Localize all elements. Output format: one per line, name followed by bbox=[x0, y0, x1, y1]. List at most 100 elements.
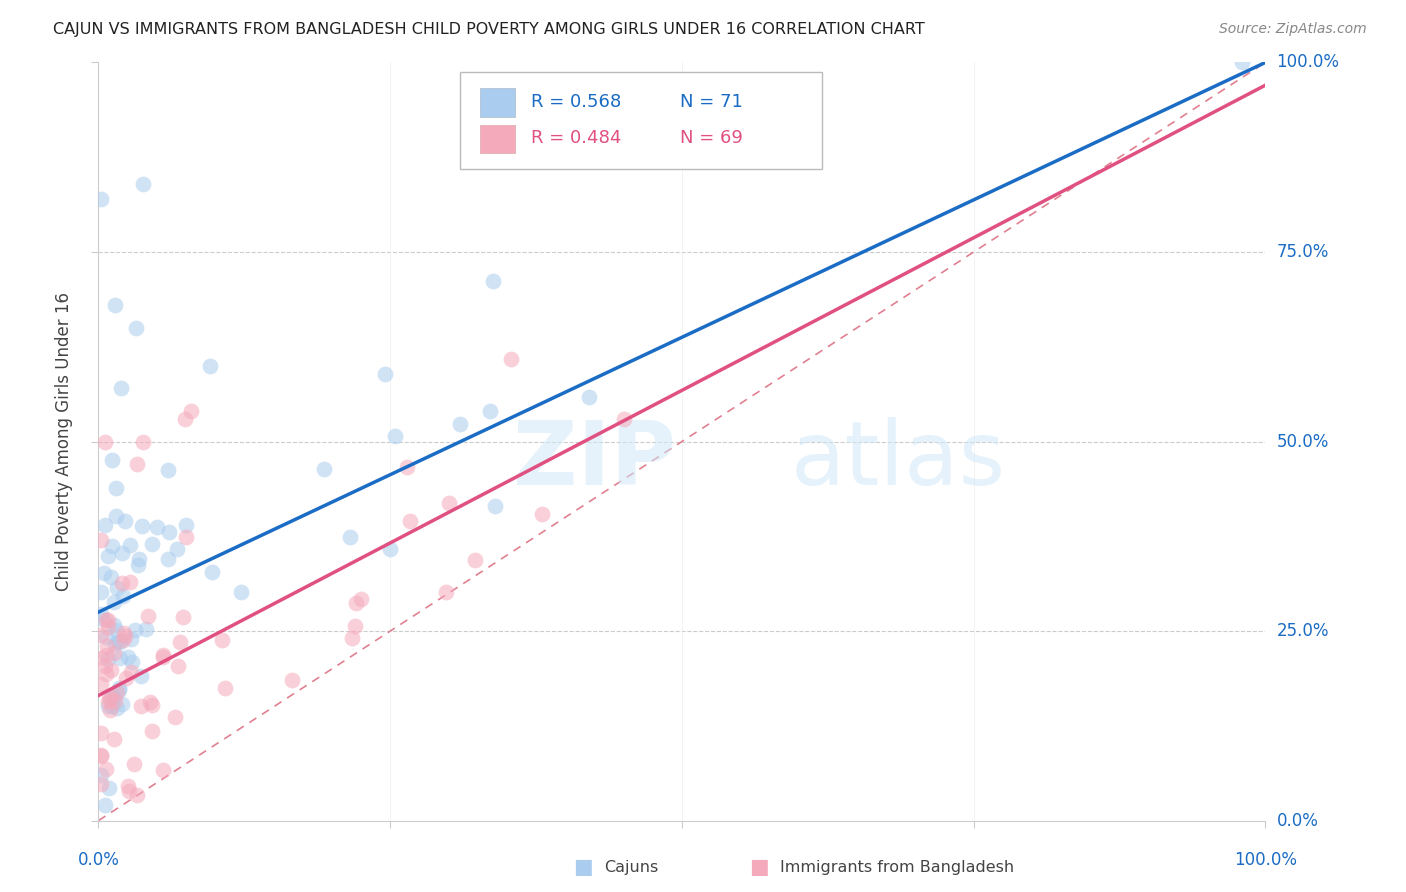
Point bbox=[117, 779, 139, 793]
FancyBboxPatch shape bbox=[460, 71, 823, 169]
Point bbox=[104, 298, 127, 312]
Text: CAJUN VS IMMIGRANTS FROM BANGLADESH CHILD POVERTY AMONG GIRLS UNDER 16 CORRELATI: CAJUN VS IMMIGRANTS FROM BANGLADESH CHIL… bbox=[53, 22, 925, 37]
Point bbox=[157, 524, 180, 539]
Point bbox=[131, 177, 153, 191]
Point bbox=[180, 404, 202, 418]
Point bbox=[122, 757, 145, 772]
Point bbox=[111, 576, 134, 591]
Point bbox=[94, 798, 117, 813]
Point bbox=[350, 591, 373, 606]
Point bbox=[163, 710, 186, 724]
Point bbox=[384, 429, 406, 443]
Point bbox=[90, 776, 112, 790]
Text: R = 0.484: R = 0.484 bbox=[531, 129, 621, 147]
Point bbox=[103, 595, 125, 609]
Point bbox=[100, 663, 122, 677]
Point bbox=[104, 694, 127, 708]
Point bbox=[135, 622, 157, 636]
Point bbox=[1230, 55, 1253, 70]
Point bbox=[211, 633, 233, 648]
Point bbox=[131, 519, 153, 533]
Point bbox=[396, 460, 419, 475]
Point bbox=[464, 553, 486, 567]
Point bbox=[152, 763, 174, 777]
Point bbox=[101, 698, 124, 713]
Point bbox=[340, 631, 363, 645]
Y-axis label: Child Poverty Among Girls Under 16: Child Poverty Among Girls Under 16 bbox=[55, 292, 73, 591]
Text: 100.0%: 100.0% bbox=[1277, 54, 1340, 71]
Point bbox=[90, 192, 112, 206]
Point bbox=[312, 462, 335, 476]
Point bbox=[117, 650, 139, 665]
Point bbox=[105, 623, 128, 637]
Text: ZIP: ZIP bbox=[513, 417, 676, 504]
Point bbox=[111, 698, 134, 712]
Point bbox=[156, 551, 179, 566]
Point bbox=[174, 530, 197, 544]
Point bbox=[118, 784, 141, 798]
Point bbox=[90, 607, 112, 622]
Point bbox=[131, 698, 153, 713]
Text: 0.0%: 0.0% bbox=[1277, 812, 1319, 830]
Point bbox=[90, 677, 112, 691]
Point bbox=[93, 658, 115, 673]
Point bbox=[94, 517, 117, 532]
Point bbox=[98, 689, 121, 703]
Point bbox=[530, 508, 553, 522]
Point bbox=[127, 558, 149, 572]
Point bbox=[96, 695, 118, 709]
Point bbox=[114, 629, 136, 643]
Point bbox=[105, 581, 128, 595]
Point bbox=[110, 546, 132, 560]
Point bbox=[94, 762, 117, 776]
Point bbox=[104, 637, 127, 651]
Point bbox=[94, 648, 117, 663]
Point bbox=[104, 481, 127, 495]
Point bbox=[138, 609, 160, 624]
Point bbox=[90, 726, 112, 740]
Bar bbox=[479, 125, 515, 153]
Point bbox=[100, 570, 122, 584]
Point bbox=[201, 565, 224, 579]
Point bbox=[94, 630, 117, 644]
Point bbox=[167, 659, 190, 673]
Point bbox=[103, 646, 125, 660]
Point bbox=[91, 612, 114, 626]
Point bbox=[103, 617, 125, 632]
Point bbox=[146, 520, 169, 534]
Point bbox=[132, 434, 155, 449]
Point bbox=[107, 683, 129, 698]
Point bbox=[141, 537, 163, 551]
Point bbox=[90, 748, 112, 763]
Point bbox=[114, 514, 136, 528]
Point bbox=[198, 359, 221, 373]
Point bbox=[152, 648, 174, 662]
Point bbox=[112, 626, 135, 640]
Point bbox=[96, 699, 118, 714]
Text: 25.0%: 25.0% bbox=[1277, 622, 1329, 640]
Point bbox=[125, 788, 148, 802]
Point bbox=[93, 566, 115, 580]
Point bbox=[128, 551, 150, 566]
Point bbox=[125, 458, 148, 472]
Point bbox=[214, 681, 236, 695]
Point bbox=[374, 368, 396, 382]
Point bbox=[94, 434, 117, 449]
Point bbox=[129, 669, 152, 683]
Point bbox=[90, 650, 112, 665]
Point bbox=[112, 589, 135, 603]
Point bbox=[174, 518, 197, 533]
Point bbox=[115, 671, 138, 685]
Text: 50.0%: 50.0% bbox=[1277, 433, 1329, 450]
Point bbox=[141, 723, 163, 738]
Text: R = 0.568: R = 0.568 bbox=[531, 93, 621, 111]
Point bbox=[90, 768, 112, 782]
Point bbox=[172, 610, 194, 624]
Point bbox=[434, 585, 457, 599]
Point bbox=[97, 651, 120, 665]
Point bbox=[90, 747, 112, 762]
Point bbox=[120, 575, 142, 590]
Point bbox=[613, 411, 636, 425]
Text: 75.0%: 75.0% bbox=[1277, 243, 1329, 261]
Point bbox=[449, 417, 471, 431]
